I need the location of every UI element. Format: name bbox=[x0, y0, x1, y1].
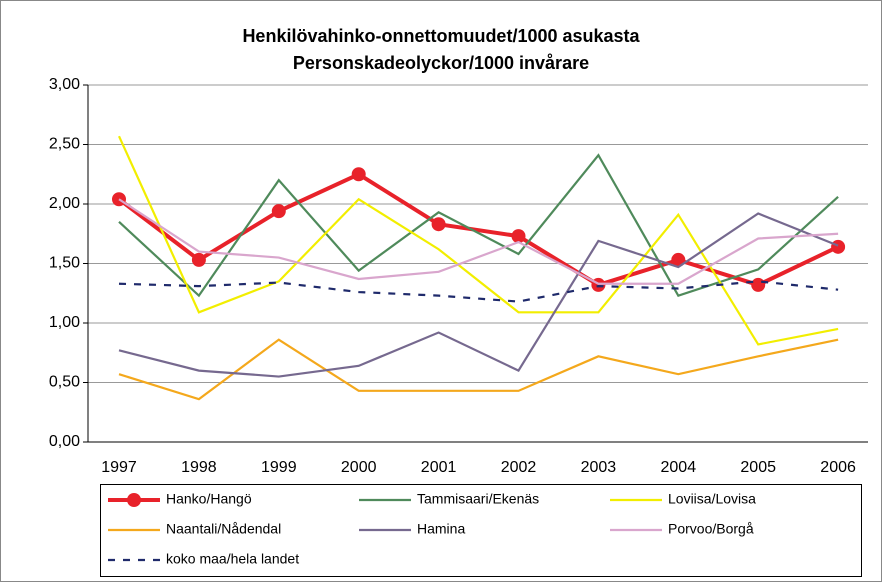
data-point bbox=[351, 167, 366, 182]
data-point bbox=[271, 204, 286, 219]
series-line bbox=[117, 171, 839, 288]
series-line bbox=[118, 212, 839, 378]
series-line bbox=[118, 280, 839, 303]
x-tick-label: 2004 bbox=[661, 459, 697, 476]
series-line bbox=[118, 338, 839, 401]
legend-label: Hanko/Hangö bbox=[166, 491, 252, 507]
x-tick-label: 2005 bbox=[740, 459, 776, 476]
y-tick-label: 0,50 bbox=[49, 374, 80, 391]
legend-label: Porvoo/Borgå bbox=[668, 521, 754, 537]
y-tick-label: 1,50 bbox=[49, 255, 80, 272]
x-tick-label: 2002 bbox=[501, 459, 537, 476]
data-point bbox=[831, 239, 846, 254]
x-tick-label: 2000 bbox=[341, 459, 377, 476]
x-tick-label: 2003 bbox=[581, 459, 617, 476]
series-line bbox=[118, 153, 839, 298]
legend-label: koko maa/hela landet bbox=[166, 551, 299, 567]
series-line bbox=[118, 198, 839, 285]
data-point bbox=[191, 252, 206, 267]
x-tick-label: 1999 bbox=[261, 459, 297, 476]
x-tick-label: 1998 bbox=[181, 459, 217, 476]
x-tick-label: 1997 bbox=[101, 459, 137, 476]
legend-label: Hamina bbox=[417, 521, 465, 537]
series-line bbox=[117, 135, 839, 346]
legend-label: Naantali/Nådendal bbox=[166, 521, 281, 537]
legend-box bbox=[100, 484, 862, 577]
legend-label: Loviisa/Lovisa bbox=[668, 491, 756, 507]
data-point bbox=[431, 217, 446, 232]
legend-marker bbox=[127, 493, 141, 507]
y-tick-label: 3,00 bbox=[49, 76, 80, 93]
chart-subtitle: Personskadeolyckor/1000 invårare bbox=[293, 53, 589, 73]
x-tick-label: 2001 bbox=[421, 459, 457, 476]
y-tick-label: 1,00 bbox=[49, 314, 80, 331]
y-tick-label: 2,50 bbox=[49, 136, 80, 153]
y-tick-label: 0,00 bbox=[49, 433, 80, 450]
data-point bbox=[511, 229, 526, 244]
data-point bbox=[751, 277, 766, 292]
chart-title: Henkilövahinko-onnettomuudet/1000 asukas… bbox=[242, 26, 640, 46]
x-tick-label: 2006 bbox=[820, 459, 856, 476]
y-tick-label: 2,00 bbox=[49, 195, 80, 212]
legend-label: Tammisaari/Ekenäs bbox=[417, 491, 539, 507]
